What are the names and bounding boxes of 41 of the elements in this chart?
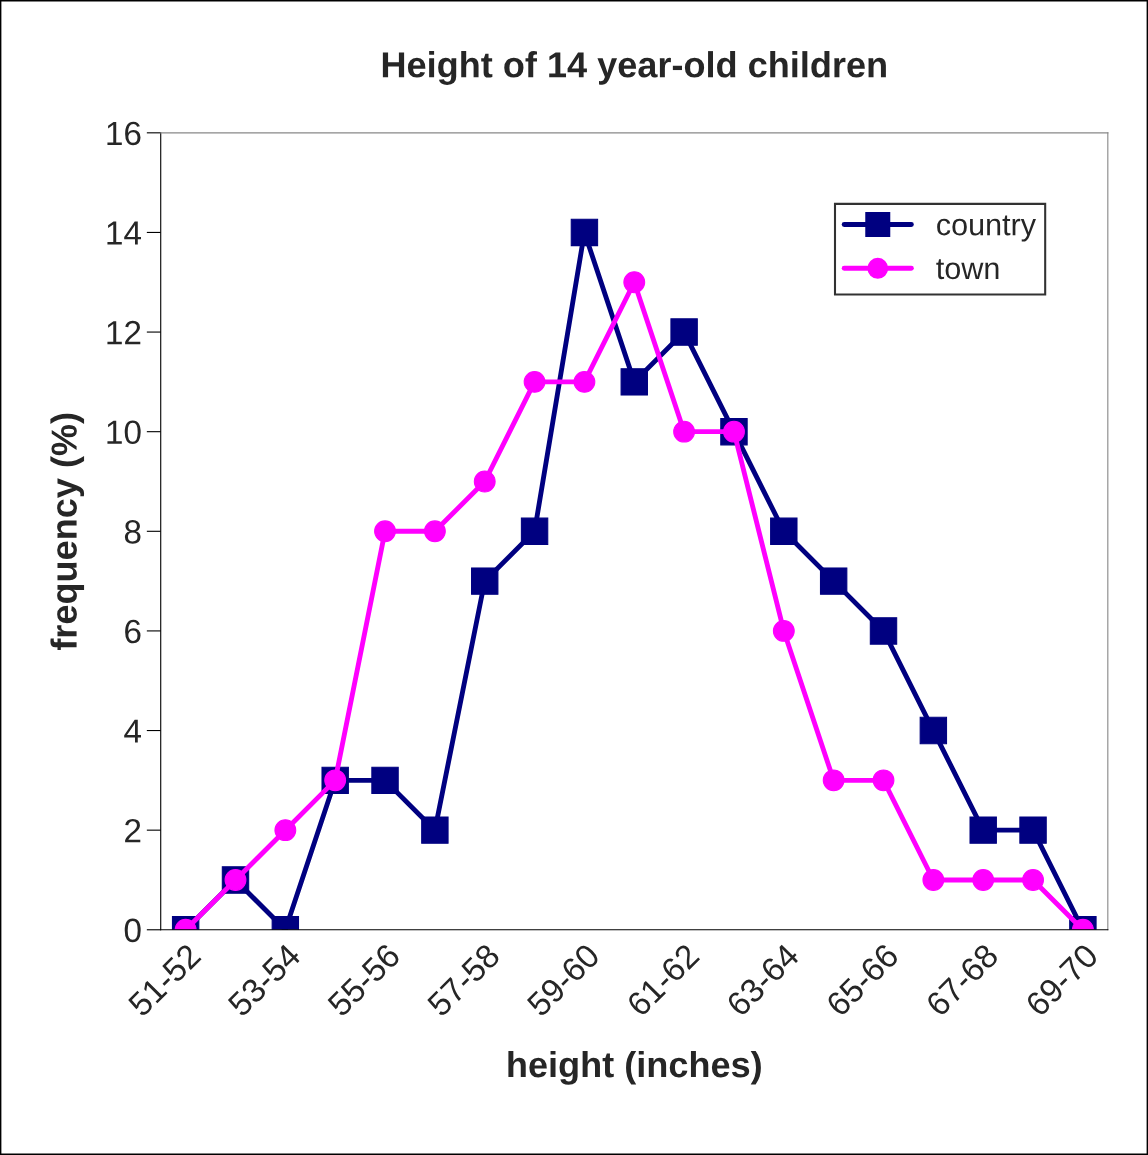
point xyxy=(819,567,848,595)
point xyxy=(972,869,995,891)
point xyxy=(473,470,496,493)
y-axis-title: frequency (%) xyxy=(50,413,85,651)
point xyxy=(520,517,549,546)
point xyxy=(471,567,499,595)
legend-label: country xyxy=(937,215,1036,242)
point xyxy=(872,769,895,792)
point xyxy=(620,368,648,396)
y-tick-label: 14 xyxy=(107,221,141,245)
point xyxy=(573,370,596,393)
y-tick-label: 12 xyxy=(107,320,141,345)
point xyxy=(623,271,646,294)
point xyxy=(670,318,698,346)
y-tick-label: 10 xyxy=(107,420,141,445)
legend-label: town xyxy=(936,259,999,280)
point xyxy=(822,769,845,792)
y-tick-label: 6 xyxy=(125,619,141,644)
point xyxy=(969,816,997,844)
y-tick-label: 4 xyxy=(124,719,141,743)
point xyxy=(423,520,446,543)
point xyxy=(673,420,696,443)
point xyxy=(1022,869,1044,891)
point xyxy=(523,370,546,393)
point xyxy=(770,517,798,546)
point xyxy=(1019,816,1047,844)
point xyxy=(274,819,297,842)
point xyxy=(922,869,945,891)
y-tick-label: 0 xyxy=(124,918,141,943)
y-tick-label: 8 xyxy=(124,520,141,544)
point xyxy=(869,617,898,645)
x-axis-title: height (inches) xyxy=(508,1050,761,1085)
y-tick-label: 2 xyxy=(125,818,141,843)
point xyxy=(371,766,399,795)
point xyxy=(772,619,795,642)
point xyxy=(570,218,599,247)
point xyxy=(919,716,948,745)
chart-title: Height of 14 year-old children xyxy=(382,51,886,85)
y-tick-label: 16 xyxy=(107,121,141,146)
point xyxy=(374,520,396,543)
point xyxy=(421,816,449,844)
